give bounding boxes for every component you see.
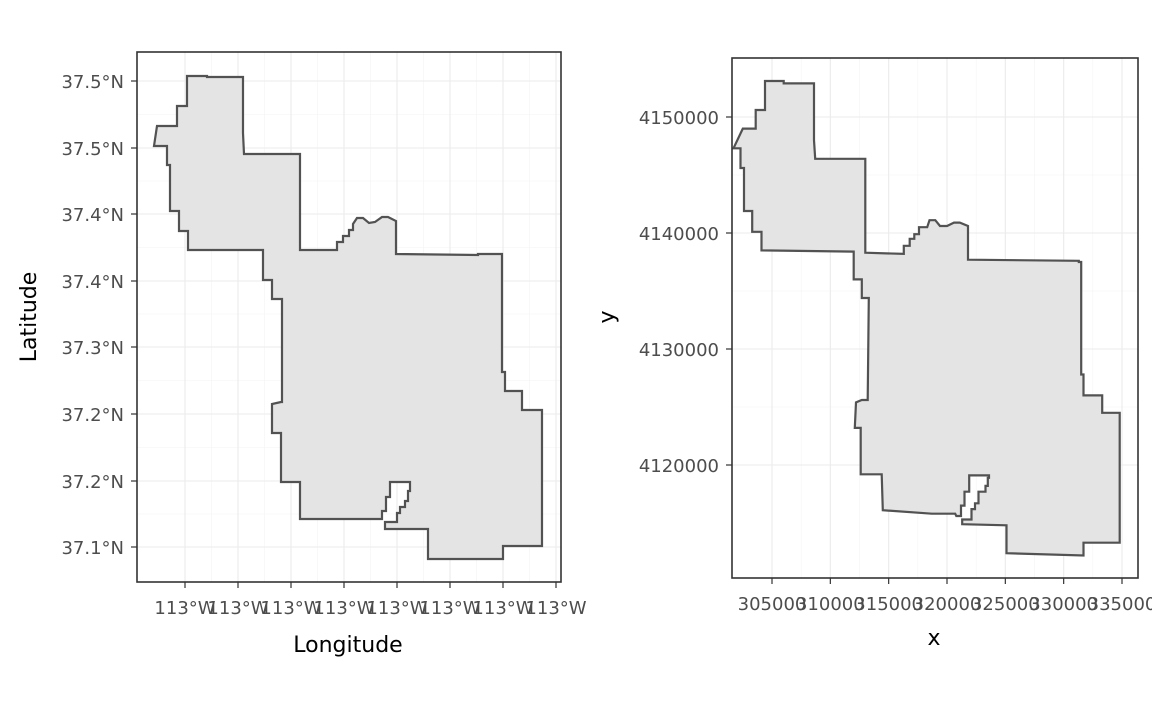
left-axes: 113°W113°W113°W113°W113°W113°W113°W113°W… [61, 72, 586, 619]
right-x-tick-label: 330000 [1029, 594, 1098, 615]
right-map-panel: 3050003100003150003200003250003300003350… [595, 57, 1152, 651]
right-y-tick-label: 4130000 [639, 340, 719, 361]
right-x-tick-label: 320000 [913, 594, 982, 615]
right-axes: 3050003100003150003200003250003300003350… [639, 108, 1152, 615]
right-x-tick-label: 325000 [971, 594, 1040, 615]
left-x-tick-label: 113°W [472, 598, 533, 619]
right-x-tick-label: 305000 [738, 594, 807, 615]
left-y-tick-label: 37.5°N [61, 139, 124, 160]
right-x-tick-label: 335000 [1088, 594, 1152, 615]
left-y-axis-title: Latitude [17, 272, 42, 363]
right-x-tick-label: 310000 [796, 594, 865, 615]
left-x-tick-label: 113°W [313, 598, 374, 619]
left-panel-border [136, 51, 562, 583]
right-x-tick-label: 315000 [854, 594, 923, 615]
left-y-tick-label: 37.2°N [61, 472, 124, 493]
right-y-tick-label: 4120000 [639, 456, 719, 477]
left-x-tick-label: 113°W [419, 598, 480, 619]
right-panel-border [731, 57, 1139, 579]
right-y-axis-title: y [595, 310, 620, 323]
left-y-tick-label: 37.4°N [61, 205, 124, 226]
left-y-tick-label: 37.1°N [61, 538, 124, 559]
left-x-tick-label: 113°W [207, 598, 268, 619]
right-y-tick-label: 4140000 [639, 224, 719, 245]
left-x-tick-label: 113°W [154, 598, 215, 619]
left-y-tick-label: 37.5°N [61, 72, 124, 93]
left-y-tick-label: 37.3°N [61, 338, 124, 359]
left-y-tick-label: 37.4°N [61, 272, 124, 293]
left-region-outline [152, 74, 544, 561]
right-x-axis-title: x [927, 626, 940, 651]
right-y-tick-label: 4150000 [639, 108, 719, 129]
left-map-panel: 113°W113°W113°W113°W113°W113°W113°W113°W… [17, 51, 587, 658]
left-y-tick-label: 37.2°N [61, 405, 124, 426]
left-x-tick-label: 113°W [525, 598, 586, 619]
right-region-outline [731, 79, 1121, 557]
left-x-axis-title: Longitude [293, 633, 402, 658]
left-x-tick-label: 113°W [260, 598, 321, 619]
left-x-tick-label: 113°W [366, 598, 427, 619]
